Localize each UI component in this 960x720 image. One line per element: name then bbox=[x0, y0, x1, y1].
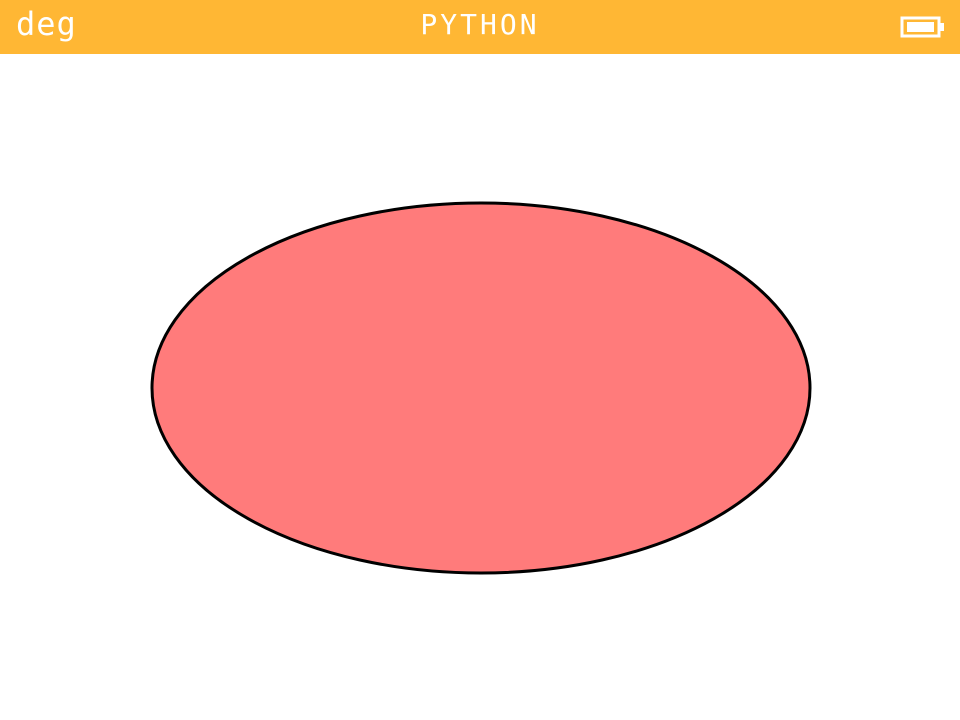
status-bar: deg PYTHON bbox=[0, 0, 960, 54]
ellipse-shape bbox=[150, 201, 812, 575]
angle-unit-indicator: deg bbox=[16, 5, 77, 43]
battery-full-icon bbox=[900, 16, 944, 38]
app-title: PYTHON bbox=[420, 8, 540, 41]
drawing-canvas bbox=[150, 201, 812, 575]
